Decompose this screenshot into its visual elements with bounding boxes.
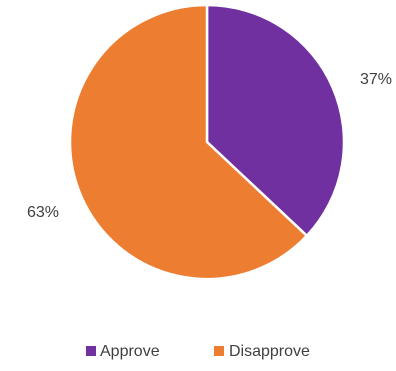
- pie-slice-approve: [205, 3, 346, 238]
- pie-slices: [68, 3, 346, 281]
- legend-label-disapprove: Disapprove: [229, 343, 310, 360]
- data-label-disapprove: 63%: [27, 204, 59, 221]
- data-labels: 37% 63%: [27, 71, 392, 221]
- legend: Approve Disapprove: [86, 343, 310, 360]
- legend-label-approve: Approve: [100, 343, 160, 360]
- pie-slice-disapprove: [68, 3, 309, 281]
- data-label-approve: 37%: [360, 71, 392, 88]
- legend-swatch-disapprove: [214, 346, 224, 356]
- legend-swatch-approve: [86, 346, 96, 356]
